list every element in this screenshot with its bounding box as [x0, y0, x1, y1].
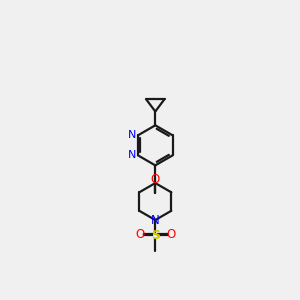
Text: N: N	[151, 214, 160, 227]
Text: S: S	[151, 229, 160, 242]
Text: O: O	[166, 228, 175, 241]
Text: O: O	[151, 173, 160, 186]
Text: O: O	[135, 228, 145, 241]
Text: N: N	[128, 150, 137, 160]
Text: N: N	[128, 130, 137, 140]
